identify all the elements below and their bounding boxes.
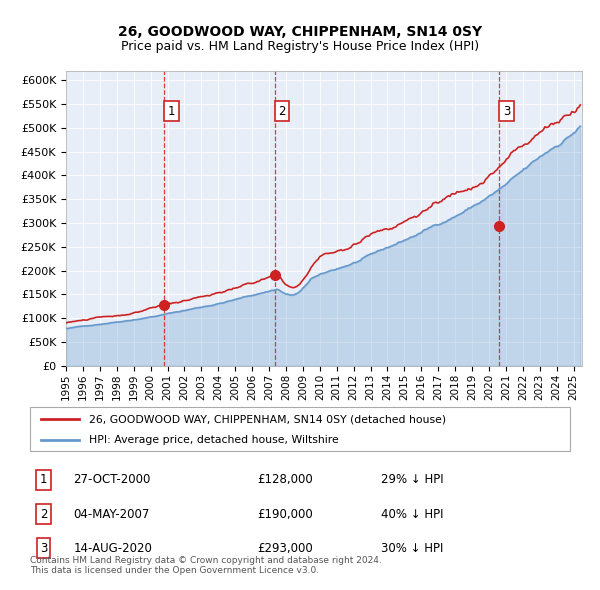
Text: £128,000: £128,000 <box>257 473 313 487</box>
Text: 14-AUG-2020: 14-AUG-2020 <box>73 542 152 555</box>
Text: 04-MAY-2007: 04-MAY-2007 <box>73 507 149 520</box>
FancyBboxPatch shape <box>30 407 570 451</box>
Text: 1: 1 <box>40 473 47 487</box>
Text: 3: 3 <box>40 542 47 555</box>
Text: 3: 3 <box>503 105 510 118</box>
Text: 40% ↓ HPI: 40% ↓ HPI <box>381 507 443 520</box>
Text: 26, GOODWOOD WAY, CHIPPENHAM, SN14 0SY: 26, GOODWOOD WAY, CHIPPENHAM, SN14 0SY <box>118 25 482 40</box>
Text: 30% ↓ HPI: 30% ↓ HPI <box>381 542 443 555</box>
Text: Contains HM Land Registry data © Crown copyright and database right 2024.
This d: Contains HM Land Registry data © Crown c… <box>30 556 382 575</box>
Text: 26, GOODWOOD WAY, CHIPPENHAM, SN14 0SY (detached house): 26, GOODWOOD WAY, CHIPPENHAM, SN14 0SY (… <box>89 415 446 424</box>
Text: £293,000: £293,000 <box>257 542 313 555</box>
Text: 2: 2 <box>278 105 286 118</box>
Text: Price paid vs. HM Land Registry's House Price Index (HPI): Price paid vs. HM Land Registry's House … <box>121 40 479 53</box>
Text: 2: 2 <box>40 507 47 520</box>
Text: 27-OCT-2000: 27-OCT-2000 <box>73 473 151 487</box>
Text: 29% ↓ HPI: 29% ↓ HPI <box>381 473 443 487</box>
Text: £190,000: £190,000 <box>257 507 313 520</box>
Text: HPI: Average price, detached house, Wiltshire: HPI: Average price, detached house, Wilt… <box>89 435 339 445</box>
Text: 1: 1 <box>168 105 175 118</box>
